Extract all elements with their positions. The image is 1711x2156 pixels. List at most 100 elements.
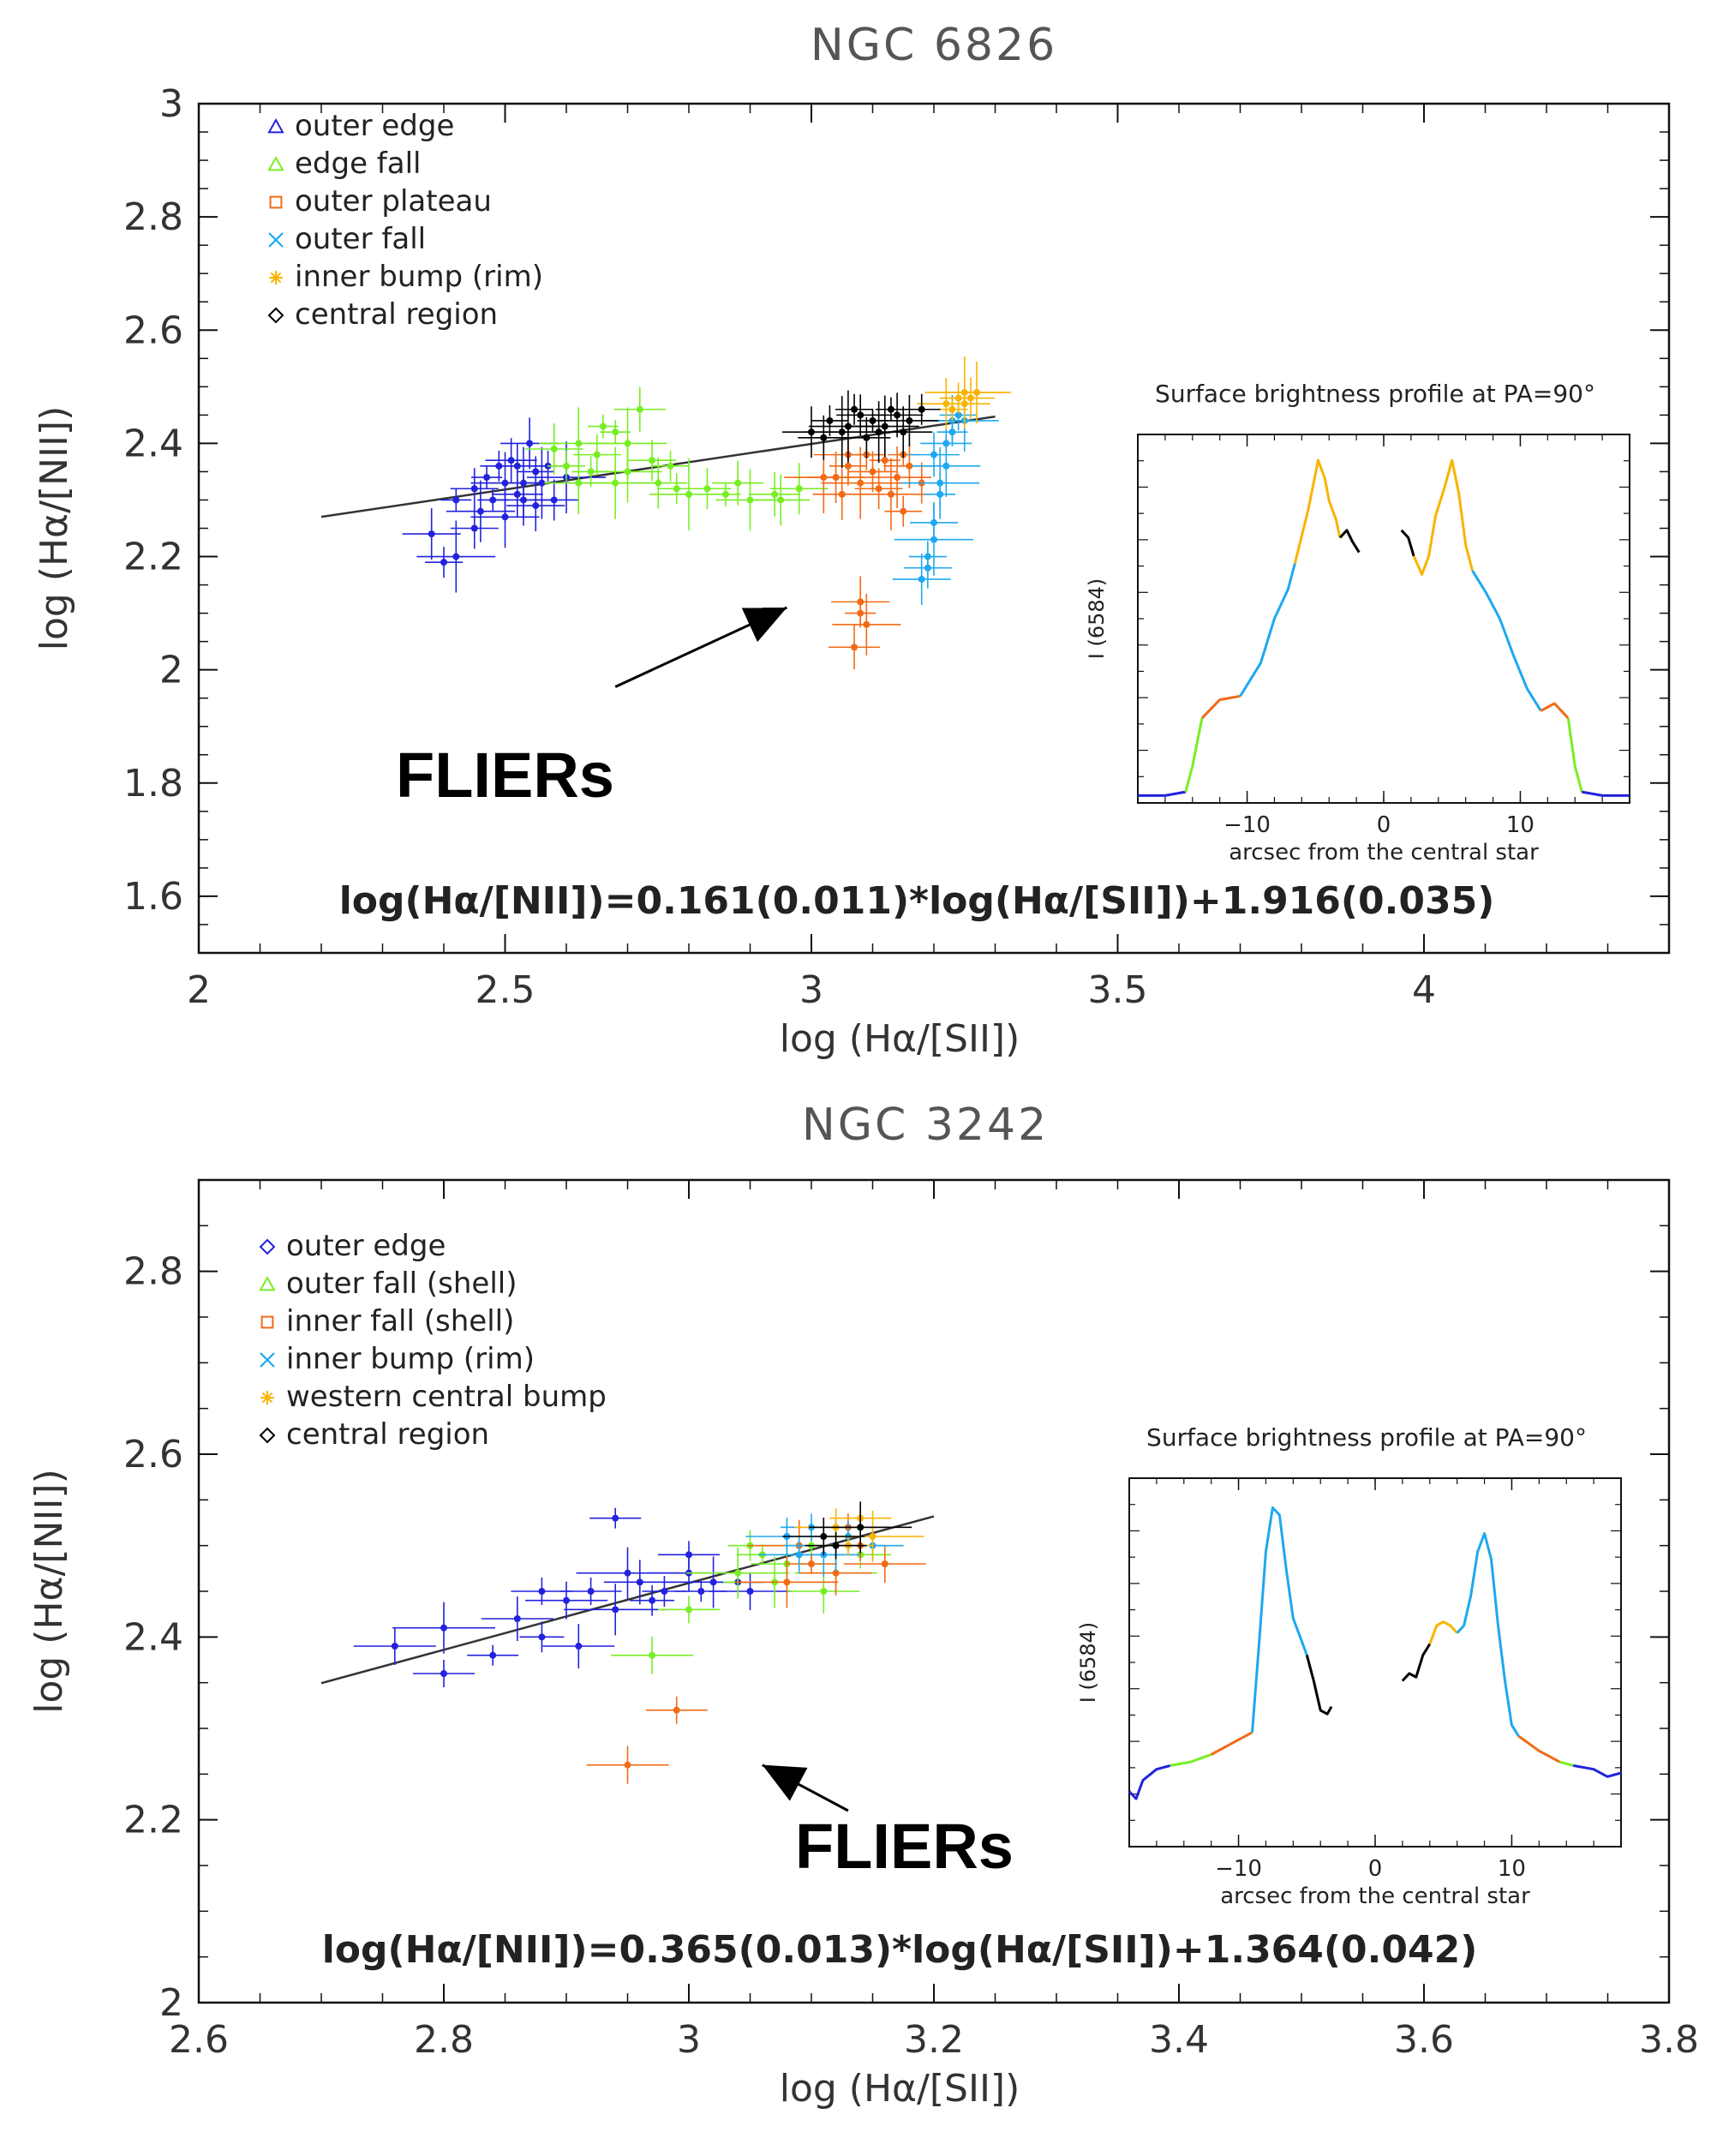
legend-label: outer fall [295,222,426,256]
legend-label: outer plateau [295,184,492,219]
data-point [612,428,619,436]
data-point [624,1761,631,1769]
data-point [655,479,662,487]
inset-x-axis-title: arcsec from the central star [1220,1884,1530,1909]
legend-marker [260,1352,275,1368]
legend-label: central region [295,297,498,332]
inset-x-tick-label: 0 [1368,1856,1383,1882]
data-point [550,446,558,453]
data-point [930,518,937,526]
y-tick-label: 2.8 [123,1250,183,1294]
x-tick-label: 3 [677,2018,701,2062]
y-tick-label: 2.4 [123,1615,183,1659]
data-point [519,479,527,487]
data-point [881,1560,888,1567]
inset-profile-segment [1200,694,1241,720]
data-point [563,1596,570,1604]
y-tick-label: 2.2 [123,536,183,579]
y-tick-label: 2.6 [123,308,183,352]
data-point [721,490,729,498]
data-point [942,462,950,470]
inset-profile-segment [1517,1734,1561,1764]
legend-marker [259,1275,276,1291]
fliers-arrow-head [762,1764,808,1801]
data-point [526,440,534,447]
data-point [703,485,711,493]
legend-label: outer fall (shell) [286,1267,517,1301]
legend-label: outer edge [286,1229,446,1263]
data-point [930,451,937,458]
data-point [820,1588,828,1595]
legend-label: inner fall (shell) [286,1304,514,1339]
data-point [612,479,619,487]
legend-marker [267,155,284,171]
data-point [820,434,828,441]
data-point [624,440,631,447]
inset-x-tick-label: 10 [1498,1856,1526,1882]
data-point [532,468,540,476]
data-point [875,485,882,493]
data-point [685,1551,692,1559]
data-point [844,422,852,430]
data-point [734,1569,742,1577]
x-tick-label: 3.4 [1149,2018,1209,2062]
data-point [746,1588,754,1595]
data-point [667,462,674,470]
data-point [881,422,888,430]
data-point [906,416,913,424]
data-point [612,1606,619,1614]
data-point [624,1569,631,1577]
x-tick-label: 2.6 [169,2018,229,2062]
data-point [948,405,956,413]
data-point [869,1533,876,1540]
inset-profile-segment [1210,1731,1253,1756]
data-point [489,1651,497,1659]
data-point [563,462,570,470]
x-tick-label: 2 [187,968,211,1012]
legend-label: central region [286,1417,489,1452]
data-point [587,1588,595,1595]
y-axis-title: log (Hα/[NII]) [33,406,76,651]
data-point [918,575,925,583]
x-tick-label: 3.8 [1639,2018,1699,2062]
inset-title: Surface brightness profile at PA=90° [1155,380,1595,408]
legend-label: inner bump (rim) [286,1342,535,1376]
x-tick-label: 3 [799,968,823,1012]
chart-ngc-6826: NGC 6826 2 2.5 3 3.5 4 1.6 1.8 2 2.2 2.4 2.6 2.8 3 log… [33,20,1671,1061]
data-point [495,462,503,470]
inset-title: Surface brightness profile at PA=90° [1146,1423,1587,1452]
data-point [575,440,583,447]
legend-label: western central bump [286,1380,607,1414]
inset-profile-segment [1338,529,1361,554]
inset-profile-segment [1184,717,1204,793]
inset-profile-segment [1412,458,1475,576]
y-tick-label: 2.8 [123,195,183,239]
y-tick-label: 2.4 [123,422,183,465]
inset-y-axis-title: I (6584) [1085,578,1109,660]
data-point [863,620,870,628]
inset-profile-segment [1138,790,1187,797]
inset-profile-segment [1572,1764,1622,1778]
data-point [470,524,478,532]
data-point [685,490,692,498]
fit-equation: log(Hα/[NII])=0.365(0.013)*log(Hα/[SII])… [322,1928,1478,1972]
data-point [593,451,601,458]
y-tick-label: 2.6 [123,1433,183,1476]
data-point [966,394,974,402]
data-point [948,428,956,436]
inset-profile-segment [1471,570,1542,712]
x-tick-label: 4 [1412,968,1436,1012]
data-point [795,1551,803,1559]
data-point [771,490,779,498]
data-point [894,411,901,419]
data-point [863,434,870,441]
data-point [894,474,901,482]
data-point [483,474,491,482]
data-point [440,559,447,566]
fliers-label: FLIERs [795,1811,1014,1882]
inset-profile-segment [1401,1643,1432,1682]
legend-marker [269,195,283,209]
x-tick-label: 3.6 [1394,2018,1454,2062]
y-tick-label: 2.2 [123,1799,183,1842]
